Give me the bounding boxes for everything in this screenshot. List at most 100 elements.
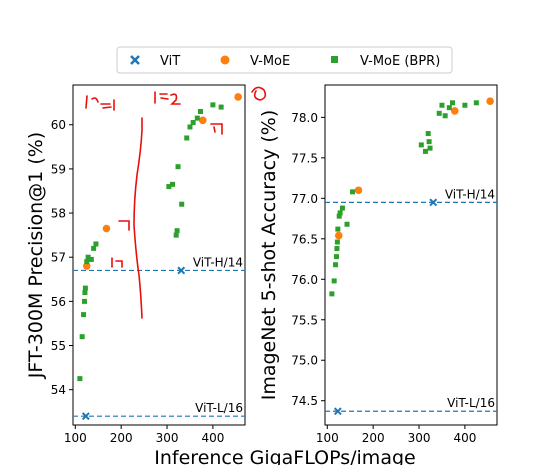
vmoe-bpr-point: [194, 115, 200, 121]
legend-label-vit: ViT: [160, 54, 180, 69]
x-tick-label: 200: [110, 431, 133, 445]
legend-marker-vmoe-bpr: [331, 56, 338, 63]
vmoe-point: [234, 93, 242, 101]
vmoe-bpr-point: [335, 226, 341, 232]
shared-xlabel: Inference GigaFLOPs/image: [154, 447, 415, 465]
y-tick-label: 55: [51, 339, 66, 353]
x-tick-label: 100: [64, 431, 87, 445]
vmoe-bpr-point: [333, 262, 339, 268]
vmoe-bpr-point: [462, 102, 468, 108]
vmoe-bpr-point: [93, 241, 99, 247]
vmoe-point: [102, 224, 111, 233]
vmoe-bpr-point: [336, 213, 342, 219]
vmoe-point: [354, 186, 363, 195]
reference-line-label: ViT-L/16: [447, 396, 495, 410]
vmoe-bpr-point: [81, 298, 87, 304]
annotation-scribble: [154, 91, 181, 105]
vmoe-bpr-point: [439, 102, 445, 108]
y-tick-label: 76.5: [291, 232, 318, 246]
y-tick-label: 56: [51, 295, 66, 309]
left-chart-reference-lines: ViT-H/14 ViT-L/16: [73, 255, 245, 417]
vmoe-point: [82, 262, 91, 270]
vmoe-bpr-point: [166, 184, 172, 190]
vmoe-point: [451, 107, 459, 115]
reference-line-label: ViT-H/14: [193, 255, 243, 269]
vmoe-bpr-point: [77, 376, 83, 382]
vmoe-bpr-point: [179, 201, 185, 207]
reference-line-label: ViT-H/14: [445, 187, 495, 201]
vmoe-bpr-point: [473, 100, 479, 106]
left-plot-area: [72, 84, 246, 426]
right-chart-ticks: 100 200 300 400 74.5 75.0 75.5 76.0 76.5 77.0 77.5…: [291, 111, 476, 445]
annotation-scribble: [210, 123, 223, 135]
right-chart-reference-lines: ViT-H/14 ViT-L/16: [325, 187, 497, 412]
vmoe-bpr-point: [450, 100, 456, 106]
vmoe-bpr-point: [331, 278, 337, 284]
vmoe-bpr-point: [339, 205, 345, 211]
legend-label-vmoe-bpr: V-MoE (BPR): [360, 54, 440, 69]
vmoe-bpr-point: [446, 105, 452, 111]
vmoe-bpr-point: [170, 181, 176, 187]
vmoe-bpr-point: [426, 139, 432, 145]
vmoe-bpr-point: [334, 239, 340, 245]
vmoe-bpr-point: [334, 246, 340, 252]
y-tick-label: 76.0: [291, 273, 318, 287]
right-chart-ylabel: ImageNet 5-shot Accuracy (%): [258, 110, 280, 401]
x-tick-label: 400: [453, 431, 476, 445]
vmoe-bpr-point: [329, 291, 335, 297]
right-plot-area: [324, 84, 498, 426]
annotation-scribble: [111, 257, 123, 268]
vmoe-bpr-point: [442, 113, 448, 119]
y-tick-label: 77.5: [291, 151, 318, 165]
annotation-scribble: [85, 95, 115, 111]
left-chart-ticks: 100 200 300 400 54 55 56 57 58 59 60: [51, 118, 225, 445]
y-tick-label: 59: [51, 162, 66, 176]
y-tick-label: 60: [51, 118, 66, 132]
y-tick-label: 57: [51, 251, 66, 265]
x-tick-label: 300: [408, 431, 431, 445]
annotation-scribble: [251, 86, 267, 101]
y-tick-label: 58: [51, 207, 66, 221]
vmoe-bpr-point: [175, 164, 181, 170]
vmoe-bpr-point: [425, 131, 431, 137]
y-tick-label: 75.0: [291, 354, 318, 368]
vmoe-bpr-point: [91, 245, 97, 251]
vmoe-bpr-point: [436, 110, 442, 116]
x-tick-label: 400: [201, 431, 224, 445]
left-chart-marks: [77, 93, 242, 421]
vmoe-bpr-point: [350, 189, 356, 195]
vmoe-point: [486, 97, 494, 105]
legend: ViT V-MoE V-MoE (BPR): [116, 46, 453, 74]
vmoe-bpr-point: [82, 285, 88, 291]
vmoe-point: [199, 116, 207, 125]
vit-point: [429, 198, 438, 207]
y-tick-label: 54: [51, 383, 66, 397]
vmoe-bpr-point: [184, 135, 190, 141]
x-tick-label: 300: [156, 431, 179, 445]
vmoe-bpr-point: [418, 142, 424, 148]
vmoe-bpr-point: [81, 312, 87, 318]
y-tick-label: 74.5: [291, 394, 318, 408]
vmoe-bpr-point: [333, 254, 339, 260]
annotation-long-stroke: [133, 117, 143, 319]
vmoe-bpr-point: [427, 145, 433, 151]
vmoe-bpr-point: [79, 334, 85, 340]
vmoe-bpr-point: [198, 108, 204, 114]
vmoe-bpr-point: [337, 210, 343, 216]
vmoe-bpr-point: [422, 148, 428, 154]
legend-marker-vmoe: [220, 55, 230, 65]
right-chart-marks: [329, 97, 494, 416]
right-chart-imagenet-accuracy: 100 200 300 400 74.5 75.0 75.5 76.0 76.5 77.0 77.5…: [258, 84, 498, 445]
left-chart-ylabel: JFT-300M Precision@1 (%): [25, 132, 47, 379]
vmoe-bpr-point: [187, 124, 193, 130]
legend-marker-vit: [130, 55, 140, 65]
handwritten-annotations: [85, 86, 267, 319]
y-tick-label: 78.0: [291, 111, 318, 125]
vmoe-bpr-point: [190, 120, 196, 126]
x-tick-label: 200: [362, 431, 385, 445]
vmoe-bpr-point: [88, 256, 94, 262]
reference-line-label: ViT-L/16: [195, 401, 243, 415]
vmoe-bpr-point: [344, 221, 350, 227]
vmoe-bpr-point: [82, 290, 88, 296]
